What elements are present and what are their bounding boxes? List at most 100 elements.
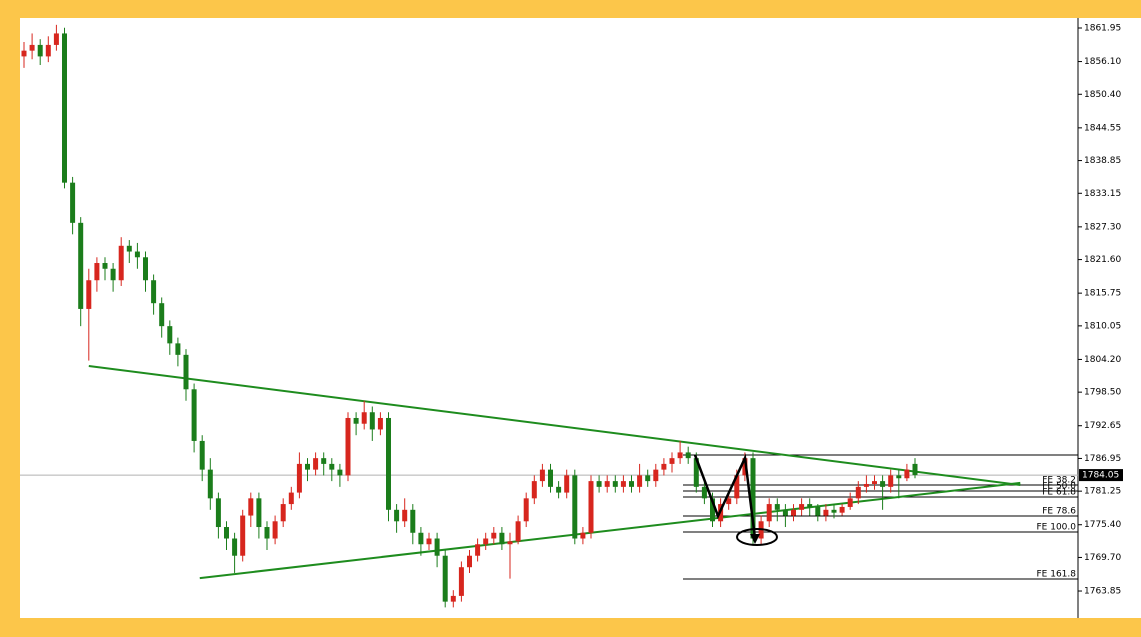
candle-body [580,532,586,539]
candle-body [669,458,675,464]
candle-body [726,498,732,505]
candle-body [159,303,165,327]
candle-body [491,532,497,539]
candle-body [904,469,910,479]
candle-body [37,44,43,57]
candle-body [313,458,319,470]
candle-body [402,509,408,522]
candle-body [386,417,391,510]
candle-body [507,541,513,545]
y-tick-label: 1815.75 [1084,289,1121,299]
candle-body [118,245,124,281]
candle-body [604,481,610,487]
fibo-label: FE 38.2 [1042,476,1076,486]
candle-body [329,463,335,470]
candle-body [29,44,35,51]
candle-body [556,486,562,493]
candle-body [847,498,853,507]
candle-body [224,527,229,539]
candle-body [248,498,254,516]
candle-body [734,475,740,499]
candle-body [450,595,456,602]
candle-body [434,538,440,556]
candle-body [426,538,432,545]
fibo-label: FE 50.0 [1042,482,1076,492]
y-tick-label: 1804.20 [1084,355,1121,365]
candle-body [750,458,756,539]
candle-body [912,463,918,476]
candle-body [418,532,424,545]
y-tick-label: 1763.85 [1084,587,1121,597]
candle-body [394,509,400,522]
candle-body [256,498,262,528]
y-tick-label: 1856.10 [1084,57,1121,67]
pattern-sketch [693,453,757,539]
candle-body [572,475,578,539]
candle-body [596,481,602,487]
candle-body [232,538,238,556]
y-tick-label: 1769.70 [1084,553,1121,563]
candle-body [548,469,553,487]
candle-body [21,50,27,57]
candle-body [264,527,270,539]
price-tag-label: 1784.05 [1082,471,1119,481]
candle-body [880,481,886,487]
candle-body [467,555,472,568]
candle-body [807,504,813,507]
candle-body [475,544,481,556]
candle-body [782,509,788,516]
candle-body [839,506,845,513]
candle-body [134,251,140,258]
y-tick-label: 1850.40 [1084,90,1121,100]
candle-body [86,280,92,309]
candle-body [685,452,691,459]
candle-body [523,498,529,522]
candle-body [458,567,464,596]
candle-body [296,463,302,493]
candle-body [531,481,537,499]
fibo-label: FE 100.0 [1037,523,1077,533]
y-tick-label: 1821.60 [1084,255,1121,265]
y-tick-label: 1792.65 [1084,421,1121,431]
y-tick-label: 1838.85 [1084,156,1121,166]
candle-body [369,412,375,430]
fibo-label: FE 61.8 [1042,488,1076,498]
candle-body [191,389,197,441]
candle-body [175,343,181,355]
candle-body [799,504,805,510]
candle-body [272,521,278,539]
candle-body [863,483,869,487]
candle-body [45,44,51,57]
plot-area [20,18,1141,618]
y-tick-label: 1810.05 [1084,321,1121,331]
candle-body [215,498,221,528]
y-tick-label: 1827.30 [1084,222,1121,232]
candle-body [620,481,626,487]
candle-body [774,504,780,510]
candle-body [612,481,618,487]
y-tick-label: 1786.95 [1084,454,1121,464]
candle-body [240,515,246,556]
candle-body [483,538,489,545]
candle-body [377,417,383,430]
candle-body [78,222,84,309]
candle-body [564,475,570,493]
candle-body [515,521,521,542]
candle-body [815,506,821,516]
candle-body [280,504,286,522]
candle-body [629,481,634,487]
y-tick-label: 1844.55 [1084,123,1121,133]
candle-body [701,486,707,499]
candle-body [896,475,902,479]
fibo-label: FE 78.6 [1042,507,1076,517]
candle-body [305,463,310,470]
circle-mark [736,528,778,546]
layer: 1861.95 1856.10 1850.40 1844.55 1838.85 1833.… [20,23,1123,608]
candle-body [661,463,667,470]
y-tick-label: 1861.95 [1084,23,1121,33]
candle-body [539,469,545,482]
candle-body [199,440,205,470]
candle-body [588,481,594,533]
